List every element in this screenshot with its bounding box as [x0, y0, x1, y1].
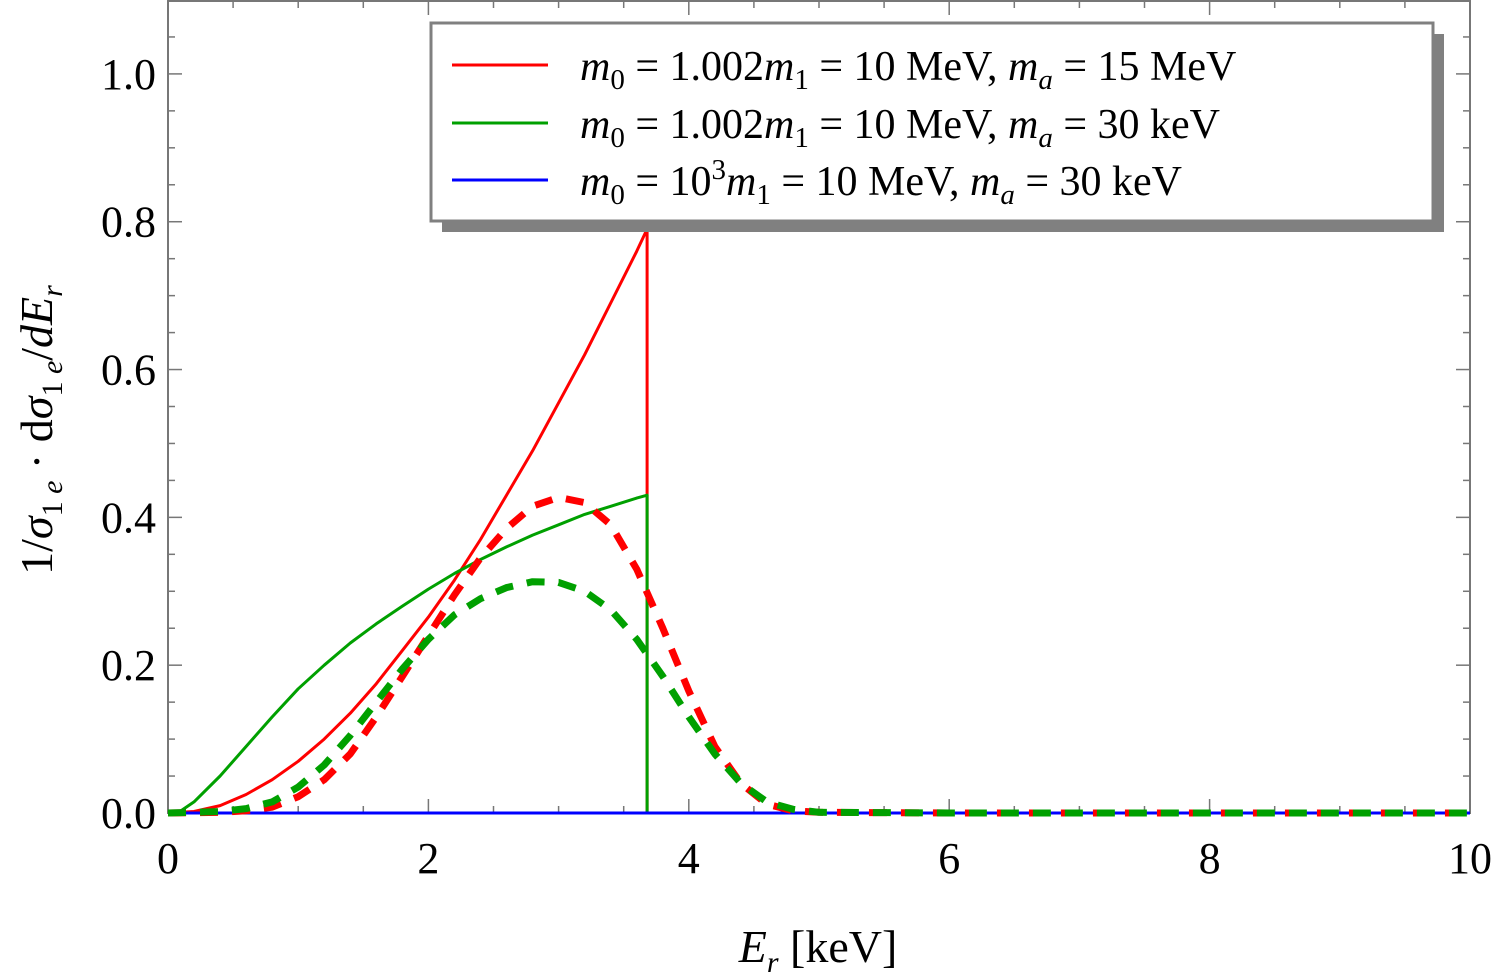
x-tick-label: 2: [417, 834, 439, 883]
series-dashed-3: [167, 493, 1470, 817]
series-layer: [167, 227, 1470, 817]
legend-label-green: m0 = 1.002m1 = 10 MeV, ma = 30 keV: [580, 102, 1220, 154]
x-axis-label: Er [keV]: [738, 921, 898, 977]
series-solid-0: [167, 227, 649, 815]
y-tick-label: 0.0: [101, 789, 156, 838]
y-tick-label: 0.6: [101, 346, 156, 395]
x-tick-label: 6: [938, 834, 960, 883]
x-tick-label: 4: [678, 834, 700, 883]
tick-layer: 0 2 4 6 8 10 0.0 0.2 0.4 0.6 0.8 1.0: [101, 0, 1492, 883]
legend-label-blue: m0 = 103m1 = 10 MeV, ma = 30 keV: [580, 154, 1182, 211]
x-tick-label: 10: [1448, 834, 1492, 883]
legend-label-red: m0 = 1.002m1 = 10 MeV, ma = 15 MeV: [580, 44, 1236, 96]
x-tick-label: 8: [1199, 834, 1221, 883]
y-tick-label: 0.2: [101, 641, 156, 690]
series-dashed-4: [167, 578, 1470, 817]
series-solid-1: [167, 493, 649, 815]
y-tick-label: 0.4: [101, 493, 156, 542]
x-tick-label: 0: [157, 834, 179, 883]
legend-box: [429, 21, 1435, 223]
legend: m0 = 1.002m1 = 10 MeV, ma = 15 MeV m0 = …: [429, 21, 1444, 232]
y-tick-label: 1.0: [101, 50, 156, 99]
y-tick-label: 0.8: [101, 198, 156, 247]
y-axis-label: 1/σ1 e · dσ1 e/dEr: [11, 285, 69, 575]
